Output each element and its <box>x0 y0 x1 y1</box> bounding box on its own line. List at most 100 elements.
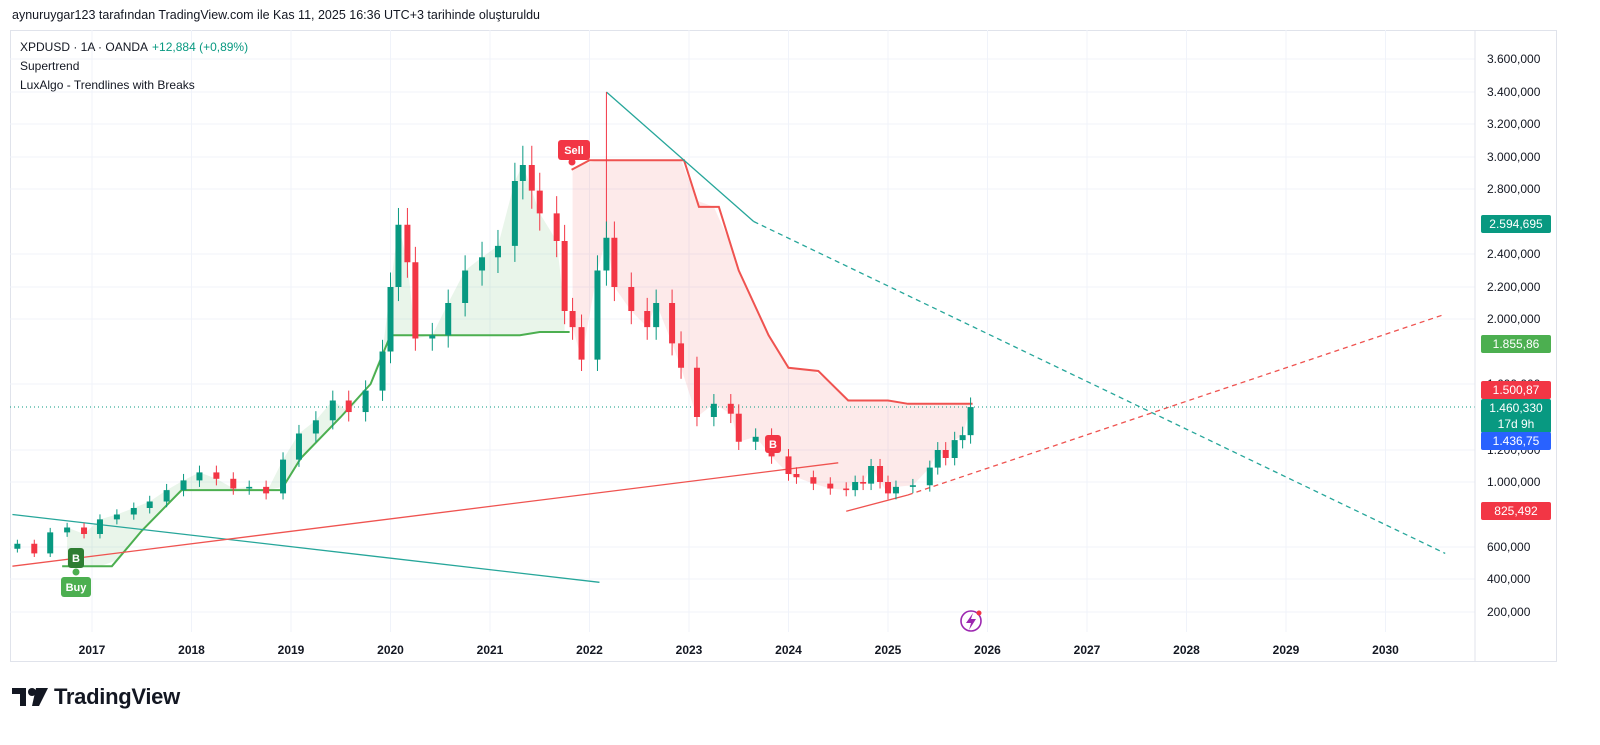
candle[interactable] <box>429 335 436 339</box>
candle[interactable] <box>462 270 469 304</box>
candle[interactable] <box>230 478 237 489</box>
candle[interactable] <box>561 241 568 311</box>
candle[interactable] <box>934 450 941 468</box>
alert-ring <box>960 610 982 632</box>
candle[interactable] <box>644 311 651 328</box>
candle[interactable] <box>710 403 717 417</box>
candle[interactable] <box>536 190 543 214</box>
candle[interactable] <box>180 480 187 491</box>
candle[interactable] <box>163 490 170 502</box>
alert-lightning-icon[interactable] <box>960 610 982 632</box>
buy-signal[interactable]: Buy <box>61 577 91 597</box>
sell-signal-text: Sell <box>564 145 584 157</box>
x-tick-label: 2025 <box>875 643 902 657</box>
y-tick-label: 600,000 <box>1487 540 1531 554</box>
candle[interactable] <box>47 532 54 554</box>
candle[interactable] <box>926 467 933 486</box>
y-tick-label: 3.600,000 <box>1487 52 1541 66</box>
candle[interactable] <box>31 543 38 554</box>
candle[interactable] <box>263 486 270 494</box>
candle[interactable] <box>735 413 742 442</box>
candle[interactable] <box>528 165 535 191</box>
candle[interactable] <box>578 327 585 360</box>
alert-dot <box>976 610 982 616</box>
candle[interactable] <box>295 433 302 460</box>
candle[interactable] <box>81 527 88 535</box>
indicator-luxalgo[interactable]: LuxAlgo - Trendlines with Breaks <box>20 78 195 92</box>
break-up-signal-1[interactable]: B <box>68 548 84 568</box>
candle[interactable] <box>793 474 800 478</box>
break-up-signal-1-text: B <box>72 553 80 565</box>
trendline-resistance-top <box>605 91 755 222</box>
candle[interactable] <box>885 482 891 494</box>
x-tick-label: 2021 <box>477 643 504 657</box>
candle[interactable] <box>113 514 120 520</box>
trendline-support-bottom-dashed <box>907 313 1446 496</box>
candle[interactable] <box>942 450 949 458</box>
supertrend-down-line <box>571 159 973 405</box>
candle[interactable] <box>130 508 137 515</box>
candle[interactable] <box>519 165 526 181</box>
indicator-supertrend[interactable]: Supertrend <box>20 59 80 73</box>
candle[interactable] <box>860 482 867 484</box>
candle[interactable] <box>96 519 103 534</box>
x-tick-label: 2029 <box>1273 643 1300 657</box>
candle[interactable] <box>569 311 576 328</box>
candle[interactable] <box>868 466 875 484</box>
candle[interactable] <box>727 403 734 414</box>
candle[interactable] <box>951 440 958 458</box>
candle[interactable] <box>785 456 792 474</box>
candle[interactable] <box>345 400 352 413</box>
candle[interactable] <box>479 257 486 271</box>
trendline-old-support <box>12 462 839 567</box>
candle[interactable] <box>329 400 336 421</box>
candle[interactable] <box>909 485 916 487</box>
y-tick-label: 2.400,000 <box>1487 247 1541 261</box>
candle[interactable] <box>280 459 287 494</box>
candle[interactable] <box>892 486 899 494</box>
candle[interactable] <box>14 543 21 549</box>
candle[interactable] <box>553 213 560 241</box>
candle[interactable] <box>852 482 859 491</box>
candle[interactable] <box>678 343 685 368</box>
candle[interactable] <box>669 303 676 344</box>
candle[interactable] <box>827 483 834 489</box>
candle[interactable] <box>246 486 253 489</box>
candle[interactable] <box>312 420 319 434</box>
candle[interactable] <box>412 262 419 339</box>
candle[interactable] <box>445 303 452 336</box>
last-price-value: 1.460,330 <box>1489 401 1543 415</box>
candle[interactable] <box>877 466 884 482</box>
candle[interactable] <box>967 407 974 436</box>
candle[interactable] <box>603 237 610 271</box>
candle[interactable] <box>594 270 601 360</box>
sell-signal[interactable]: Sell <box>558 140 590 160</box>
candle[interactable] <box>843 488 850 491</box>
candle[interactable] <box>146 501 153 509</box>
candle[interactable] <box>362 390 369 413</box>
candle[interactable] <box>404 224 411 263</box>
candle[interactable] <box>395 224 402 287</box>
trendline-resistance-top-dashed <box>753 220 1446 554</box>
candle[interactable] <box>611 237 618 287</box>
candle[interactable] <box>379 351 386 391</box>
candle[interactable] <box>387 287 394 352</box>
candle[interactable] <box>494 245 501 258</box>
candle[interactable] <box>196 472 203 481</box>
break-down-signal[interactable]: B <box>765 435 781 453</box>
candle[interactable] <box>959 435 966 441</box>
y-tick-label: 3.000,000 <box>1487 150 1541 164</box>
candle[interactable] <box>213 472 220 479</box>
y-tick-label: 400,000 <box>1487 572 1531 586</box>
candle[interactable] <box>752 436 759 442</box>
candle[interactable] <box>693 367 700 417</box>
tradingview-logo[interactable]: TradingView <box>12 684 180 710</box>
candle[interactable] <box>653 303 660 328</box>
chart-attribution: aynuruygar123 tarafından TradingView.com… <box>12 8 540 22</box>
candle[interactable] <box>628 287 635 311</box>
candle[interactable] <box>64 527 71 533</box>
candle[interactable] <box>511 181 518 246</box>
candle[interactable] <box>810 477 817 484</box>
symbol-label[interactable]: XPDUSD · 1A · OANDA <box>20 40 149 54</box>
